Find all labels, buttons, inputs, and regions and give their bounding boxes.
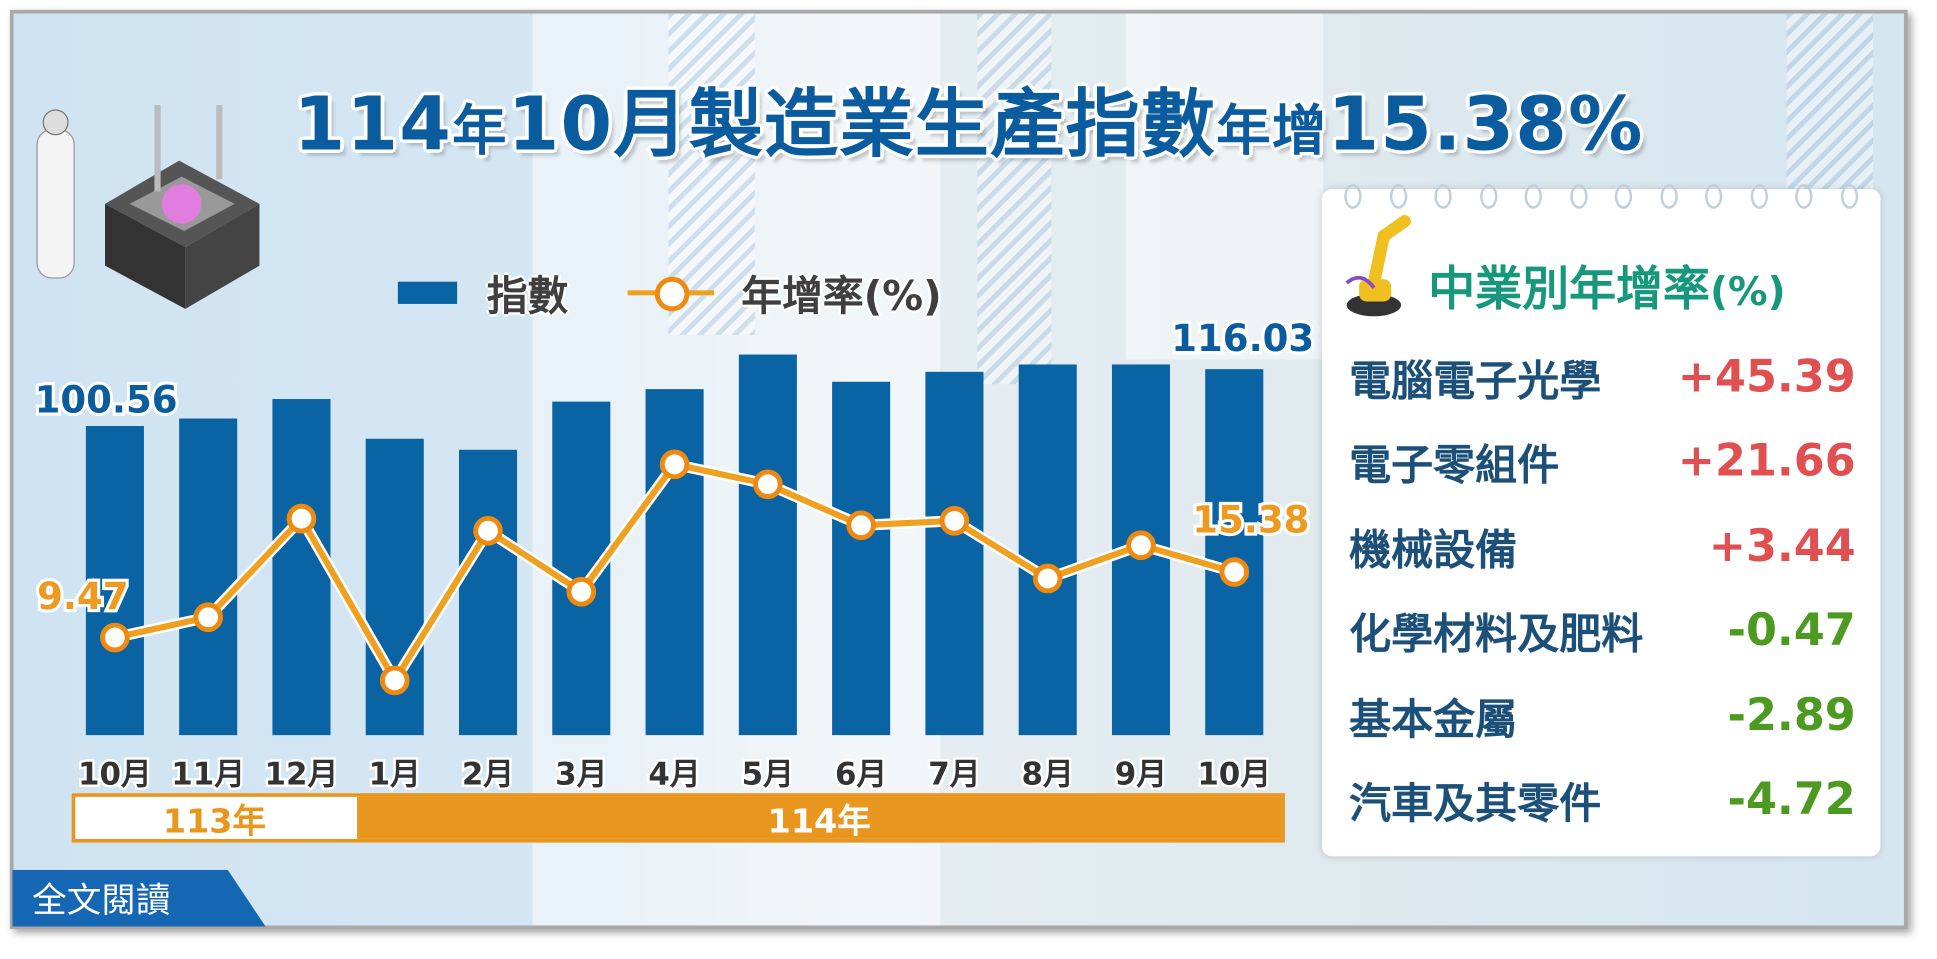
panel-title-text: 中業別年增率 [1428,261,1710,317]
binder-ring [1750,184,1768,209]
month-label: 2月 [462,757,514,793]
binder-ring [1434,184,1452,209]
industry-growth-panel: 中業別年增率(%) 電腦電子光學 +45.39 電子零組件 +21.66 機械設備 +3.… [1321,184,1881,857]
binder-ring [1704,184,1723,209]
industry-name: 化學材料及肥料 [1349,610,1644,660]
industry-name: 汽車及其零件 [1349,779,1602,830]
growth-point [1126,530,1156,561]
panel-title: 中業別年增率(%) [1428,251,1785,319]
chart-legend: 指數 年增率(%) [397,264,942,321]
growth-point [1032,563,1063,594]
growth-point [846,510,876,541]
legend-index-label: 指數 [486,271,569,320]
industry-name: 電腦電子光學 [1349,356,1602,406]
title-part: 年 [452,100,508,164]
month-label: 7月 [928,757,980,793]
growth-point [1219,557,1250,587]
growth-point [193,602,224,633]
growth-point [286,503,317,534]
month-label: 12月 [265,757,339,793]
year-113: 113年 [75,796,354,841]
month-label: 11月 [171,757,245,793]
growth-point [659,449,690,480]
index-bar [738,354,797,736]
industry-row: 化學材料及肥料 -0.47 [1349,600,1856,662]
binder-ring [1569,184,1587,209]
industry-row: 電腦電子光學 +45.39 [1349,346,1856,408]
legend-growth-label: 年增率(%) [741,271,942,320]
growth-point [939,506,970,536]
index-bar [85,426,144,736]
industry-row: 機械設備 +3.44 [1349,515,1856,577]
binder-ring [1389,184,1407,209]
month-label: 10月 [78,757,152,793]
year-band: 113年 114年 [71,793,1285,843]
month-label: 10月 [1197,757,1271,793]
industry-growth-value: -2.89 [1727,690,1856,741]
industry-name: 機械設備 [1349,525,1518,576]
month-label: 6月 [835,757,887,793]
index-bar [832,381,891,736]
robot-arm-icon [1345,214,1411,317]
binder-ring [1344,184,1362,209]
title-part: 年增 [1216,100,1328,164]
growth-point [473,515,503,546]
index-bar [272,399,331,736]
growth-point [379,665,410,696]
binder-ring [1659,184,1678,209]
industry-growth-value: -4.72 [1727,774,1856,826]
index-bar [179,418,238,736]
page-title: 114年10月製造業生產指數年增15.38% [0,64,1937,171]
month-label: 5月 [742,757,794,793]
title-part: 10月製造業生產指數 [507,81,1217,169]
legend-bar-swatch [397,281,458,304]
index-bar [1205,369,1264,736]
data-label: 15.38 [1192,499,1309,542]
index-bar [1018,364,1077,736]
industry-growth-value: +3.44 [1708,520,1856,572]
industry-growth-value: -0.47 [1727,605,1856,657]
growth-point [566,576,597,607]
title-part: 114 [293,81,453,169]
industry-growth-value: +21.66 [1677,436,1856,487]
binder-ring [1524,184,1542,209]
index-bar [645,389,704,736]
binder-ring [1614,184,1633,209]
legend-line-swatch [627,274,715,312]
industry-growth-value: +45.39 [1677,351,1856,403]
growth-point [753,469,783,500]
data-label: 116.03 [1171,317,1314,360]
year-114: 114年 [353,796,1282,841]
month-label: 9月 [1115,757,1167,793]
read-full-text-button[interactable]: 全文閱讀 [12,869,266,927]
industry-name: 基本金屬 [1349,694,1518,745]
binder-ring [1840,184,1858,209]
data-label: 100.56 [35,379,178,422]
panel-title-unit: (%) [1709,268,1786,316]
index-bar [925,371,984,736]
binder-ring [1795,184,1813,209]
title-part: 15.38% [1327,81,1644,169]
binder-ring [1479,184,1497,209]
industry-name: 電子零組件 [1349,441,1560,491]
engineer-machine-illustration [36,105,260,309]
month-label: 1月 [369,757,421,793]
month-label: 3月 [555,757,607,793]
data-label: 9.47 [37,575,128,618]
industry-row: 基本金屬 -2.89 [1349,684,1856,746]
industry-row: 電子零組件 +21.66 [1349,431,1856,493]
month-label: 4月 [648,757,700,793]
index-bar [458,449,518,736]
month-label: 8月 [1022,757,1074,793]
growth-point [100,622,130,653]
industry-row: 汽車及其零件 -4.72 [1349,769,1856,831]
